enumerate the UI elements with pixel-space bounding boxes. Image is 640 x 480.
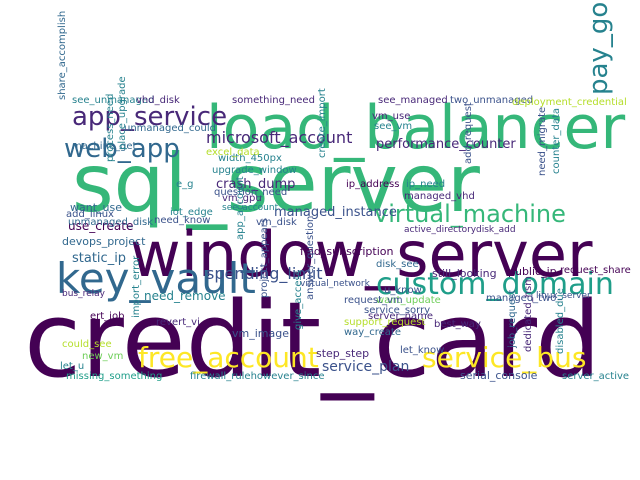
word: deployment_credential <box>512 97 627 108</box>
word: use_create <box>68 219 134 233</box>
word: upgrade_window <box>212 165 297 176</box>
word: devops_project <box>62 235 146 248</box>
word: project_appears <box>259 217 270 298</box>
word: need_know <box>154 215 211 226</box>
word: see_vm <box>374 121 413 132</box>
word: see_account <box>222 203 279 213</box>
word: e_g <box>176 179 194 190</box>
word: server_active <box>562 371 630 382</box>
word: credit_card <box>24 279 602 401</box>
word: want_update <box>376 295 441 306</box>
word: firewall_rulehowever_since <box>190 371 325 382</box>
word: free_account <box>138 341 319 374</box>
word: place_upgrade <box>117 76 128 150</box>
word: support_request <box>344 317 426 328</box>
word: machine_get <box>72 141 137 152</box>
word: dedicated_hsm <box>523 276 534 352</box>
word: crash_dump <box>216 177 296 192</box>
word: ert_job <box>90 311 125 322</box>
word: new_vm <box>82 351 124 362</box>
word: unmanaged_could <box>124 123 216 134</box>
word: unmanaged_disk <box>68 217 153 228</box>
word: best_way <box>434 319 481 330</box>
word: managed_two <box>486 293 557 304</box>
word: pay_go <box>584 2 614 96</box>
word: window_server <box>130 218 593 291</box>
word: app_service <box>72 102 228 132</box>
word: answer_question <box>305 215 316 300</box>
word: two_unmanaged <box>450 95 534 106</box>
word: vm_use <box>372 111 411 122</box>
word: server_name <box>368 311 434 322</box>
word: add_request <box>463 102 474 164</box>
word: disk_see <box>376 259 419 270</box>
word: let_u <box>60 361 85 372</box>
word: iot_edge <box>170 207 213 218</box>
word: microsoft_account <box>206 128 353 147</box>
word: vm_gpu <box>222 193 262 204</box>
word: disabled_due <box>555 288 566 354</box>
word: let_know <box>400 345 445 356</box>
word: sql_server <box>72 137 480 230</box>
word: service_plan <box>322 359 410 375</box>
word: spending_limit <box>206 264 323 283</box>
word: find_subscription <box>300 245 394 258</box>
word: service_bus <box>422 341 587 374</box>
word: revert_vi <box>156 317 200 328</box>
word: something_need <box>232 95 315 106</box>
word: import_error <box>131 255 142 318</box>
word: question_need <box>214 187 288 198</box>
word: excel_data <box>206 147 260 158</box>
word: step_step <box>316 347 370 360</box>
word: managed_instance <box>274 205 397 220</box>
word: bus_relay <box>62 289 105 299</box>
word: managed_vhd <box>404 191 475 202</box>
word: custom_domain <box>376 267 614 302</box>
word: app_account <box>235 176 246 240</box>
word: width_450px <box>218 153 282 164</box>
word: vm_image <box>232 327 289 340</box>
word: public_ip <box>508 265 557 278</box>
word: could_see <box>62 339 112 350</box>
word: want_use <box>70 201 122 214</box>
word: request_vm <box>344 295 403 306</box>
word: missing_something <box>66 371 163 382</box>
word: give_access <box>293 270 304 330</box>
word: vhd_disk <box>136 95 180 106</box>
word: active_directory <box>404 225 477 235</box>
word: virtual_machine <box>374 200 566 228</box>
word: load_balancer <box>206 93 626 163</box>
word: see_unmanaged <box>72 95 155 106</box>
word: job_request <box>507 289 518 348</box>
word: serial_console <box>460 369 538 382</box>
word: still_looking <box>432 267 497 280</box>
word: ip_address <box>346 179 400 190</box>
word: virtual_network <box>300 279 370 289</box>
word: service_sorry <box>364 305 431 316</box>
word: disk_add <box>476 225 516 235</box>
word: u_know <box>384 285 422 296</box>
word: see_managed <box>378 95 448 106</box>
word: static_ip <box>72 251 127 266</box>
word: create_import <box>317 88 328 158</box>
word: request_share <box>560 265 631 276</box>
word: add_linux <box>66 209 114 220</box>
word: counter_data <box>551 107 562 174</box>
word: share_accomplish <box>57 10 68 100</box>
word: web_app <box>64 134 180 164</box>
word: process_need <box>105 93 116 162</box>
word: key_vault <box>56 254 256 303</box>
word: ip_need <box>406 179 446 190</box>
word: way_create <box>344 327 401 338</box>
word: need_migrate <box>537 106 548 176</box>
word: vm_disk <box>256 217 297 228</box>
word: linux_server <box>536 291 591 301</box>
word: need_remove <box>144 289 226 303</box>
word: performance_counter <box>376 137 516 152</box>
